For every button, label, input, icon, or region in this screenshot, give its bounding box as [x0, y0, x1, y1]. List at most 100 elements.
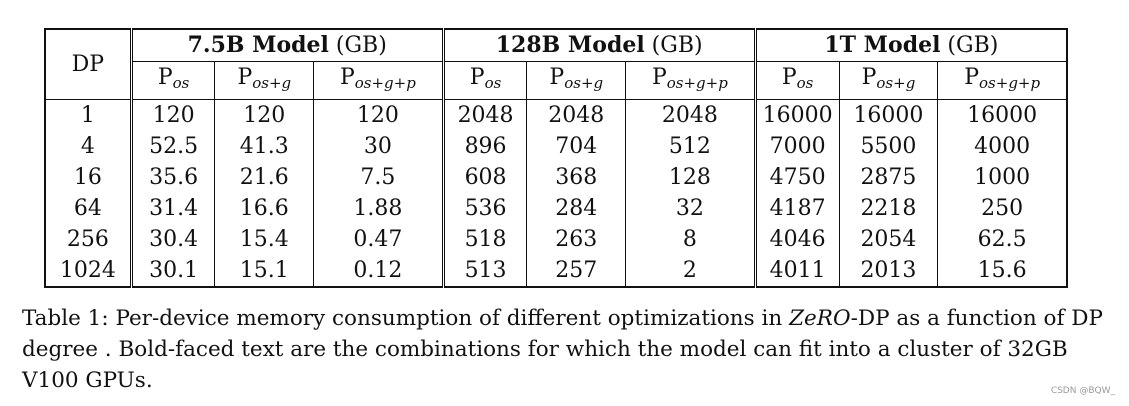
subheader-sub: os	[484, 74, 502, 92]
caption-suffix: -DP as a function of DP degree . Bold-fa…	[22, 306, 1103, 393]
group-name: 1T Model	[824, 32, 941, 58]
table-cell: 0.12	[313, 255, 444, 287]
subheader-sub: os	[796, 74, 814, 92]
table-cell: 21.6	[214, 162, 314, 193]
caption-prefix: Table 1: Per-device memory consumption o…	[22, 306, 790, 331]
table-row: 1024 30.1 15.1 0.12 513 257 2 4011 2013 15.6	[45, 255, 1067, 287]
table-row: 16 35.6 21.6 7.5 608 368 128 4750 2875 1000	[45, 162, 1067, 193]
subheader-cell: Pos+g+p	[625, 61, 756, 100]
table-cell: 4750	[753, 162, 840, 193]
subheader-cell: Pos	[129, 61, 215, 100]
table-cell: 5500	[838, 131, 938, 162]
subheader-base: P	[861, 65, 877, 90]
dp-cell: 1	[80, 103, 95, 128]
table-cell: 35.6	[129, 162, 215, 193]
table-cell: 704	[526, 131, 626, 162]
table-cell: 120	[313, 99, 444, 131]
table-cell: 257	[526, 255, 626, 287]
table-cell: 16000	[937, 99, 1067, 131]
subheader-base: P	[469, 65, 485, 90]
memory-table: DP 7.5B Model (GB) 128B Model (GB) 1T Mo…	[44, 28, 1068, 288]
subheader-base: P	[781, 65, 797, 90]
table-cell: 4000	[937, 131, 1067, 162]
subheader-sub: os+g+p	[354, 74, 416, 92]
group-name: 128B Model	[495, 32, 645, 58]
subheader-sub: os+g	[564, 74, 604, 92]
table-cell: 7000	[753, 131, 840, 162]
table-row: 1 120 120 120 2048 2048 2048 16000 16000 16000	[45, 99, 1067, 131]
table-cell: 15.1	[214, 255, 314, 287]
table-cell: 2048	[625, 99, 756, 131]
subheader-sub: os+g	[252, 74, 292, 92]
table-cell: 536	[441, 193, 527, 224]
table-cell: 1.88	[313, 193, 444, 224]
subheader-cell: Pos	[753, 61, 840, 100]
table-cell: 2048	[526, 99, 626, 131]
subheader-cell: Pos+g	[526, 61, 626, 100]
subheader-base: P	[339, 65, 355, 90]
table-cell: 1000	[937, 162, 1067, 193]
table-cell: 4011	[753, 255, 840, 287]
dp-cell: 256	[66, 227, 109, 252]
group-unit: (GB)	[644, 33, 703, 58]
subheader-base: P	[549, 65, 565, 90]
table-caption: Table 1: Per-device memory consumption o…	[22, 303, 1112, 396]
table-cell: 8	[625, 224, 756, 255]
table-cell: 2013	[838, 255, 938, 287]
watermark: CSDN @BQW_	[1050, 386, 1115, 396]
group-header-0: 7.5B Model (GB)	[129, 29, 444, 62]
subheader-base: P	[651, 65, 667, 90]
subheader-base: P	[237, 65, 253, 90]
table-cell: 284	[526, 193, 626, 224]
table-cell: 128	[625, 162, 756, 193]
table-body: 1 120 120 120 2048 2048 2048 16000 16000 16000 4 52…	[45, 99, 1067, 287]
table-cell: 15.4	[214, 224, 314, 255]
table-cell: 62.5	[937, 224, 1067, 255]
table-cell: 0.47	[313, 224, 444, 255]
subheader-sub: os+g	[876, 74, 916, 92]
table-cell: 896	[441, 131, 527, 162]
table-cell: 16000	[753, 99, 840, 131]
group-unit: (GB)	[328, 33, 387, 58]
subheader-sub: os+g+p	[666, 74, 728, 92]
subheader-row: Pos Pos+g Pos+g+p Pos Pos+g Pos+g+p Pos Pos+g Po…	[45, 61, 1067, 100]
table-cell: 52.5	[129, 131, 215, 162]
table-cell: 120	[214, 99, 314, 131]
table-cell: 32	[625, 193, 756, 224]
table-row: 4 52.5 41.3 30 896 704 512 7000 5500 4000	[45, 131, 1067, 162]
table-cell: 30	[313, 131, 444, 162]
table-cell: 2	[625, 255, 756, 287]
table-cell: 518	[441, 224, 527, 255]
caption-emph: ZeRO	[789, 306, 851, 331]
table-cell: 120	[129, 99, 215, 131]
table-cell: 30.1	[129, 255, 215, 287]
dp-cell: 1024	[59, 258, 116, 283]
table-cell: 608	[441, 162, 527, 193]
table-cell: 41.3	[214, 131, 314, 162]
table-cell: 250	[937, 193, 1067, 224]
dp-cell: 4	[80, 134, 95, 159]
dp-cell: 64	[73, 196, 102, 221]
table-row: 256 30.4 15.4 0.47 518 263 8 4046 2054 62.5	[45, 224, 1067, 255]
group-name: 7.5B Model	[187, 32, 329, 58]
subheader-sub: os+g+p	[979, 74, 1041, 92]
subheader-cell: Pos	[441, 61, 527, 100]
subheader-base: P	[157, 65, 173, 90]
table-row: 64 31.4 16.6 1.88 536 284 32 4187 2218 250	[45, 193, 1067, 224]
table-cell: 7.5	[313, 162, 444, 193]
subheader-base: P	[964, 65, 980, 90]
table-cell: 30.4	[129, 224, 215, 255]
table-cell: 15.6	[937, 255, 1067, 287]
table-cell: 4187	[753, 193, 840, 224]
subheader-sub: os	[172, 74, 190, 92]
subheader-cell: Pos+g+p	[313, 61, 444, 100]
subheader-cell: Pos+g+p	[937, 61, 1067, 100]
group-header-2: 1T Model (GB)	[753, 29, 1067, 62]
table-cell: 2048	[441, 99, 527, 131]
dp-header: DP	[45, 29, 132, 100]
table-cell: 2875	[838, 162, 938, 193]
subheader-cell: Pos+g	[838, 61, 938, 100]
table-cell: 2218	[838, 193, 938, 224]
table-cell: 512	[625, 131, 756, 162]
group-unit: (GB)	[940, 33, 999, 58]
